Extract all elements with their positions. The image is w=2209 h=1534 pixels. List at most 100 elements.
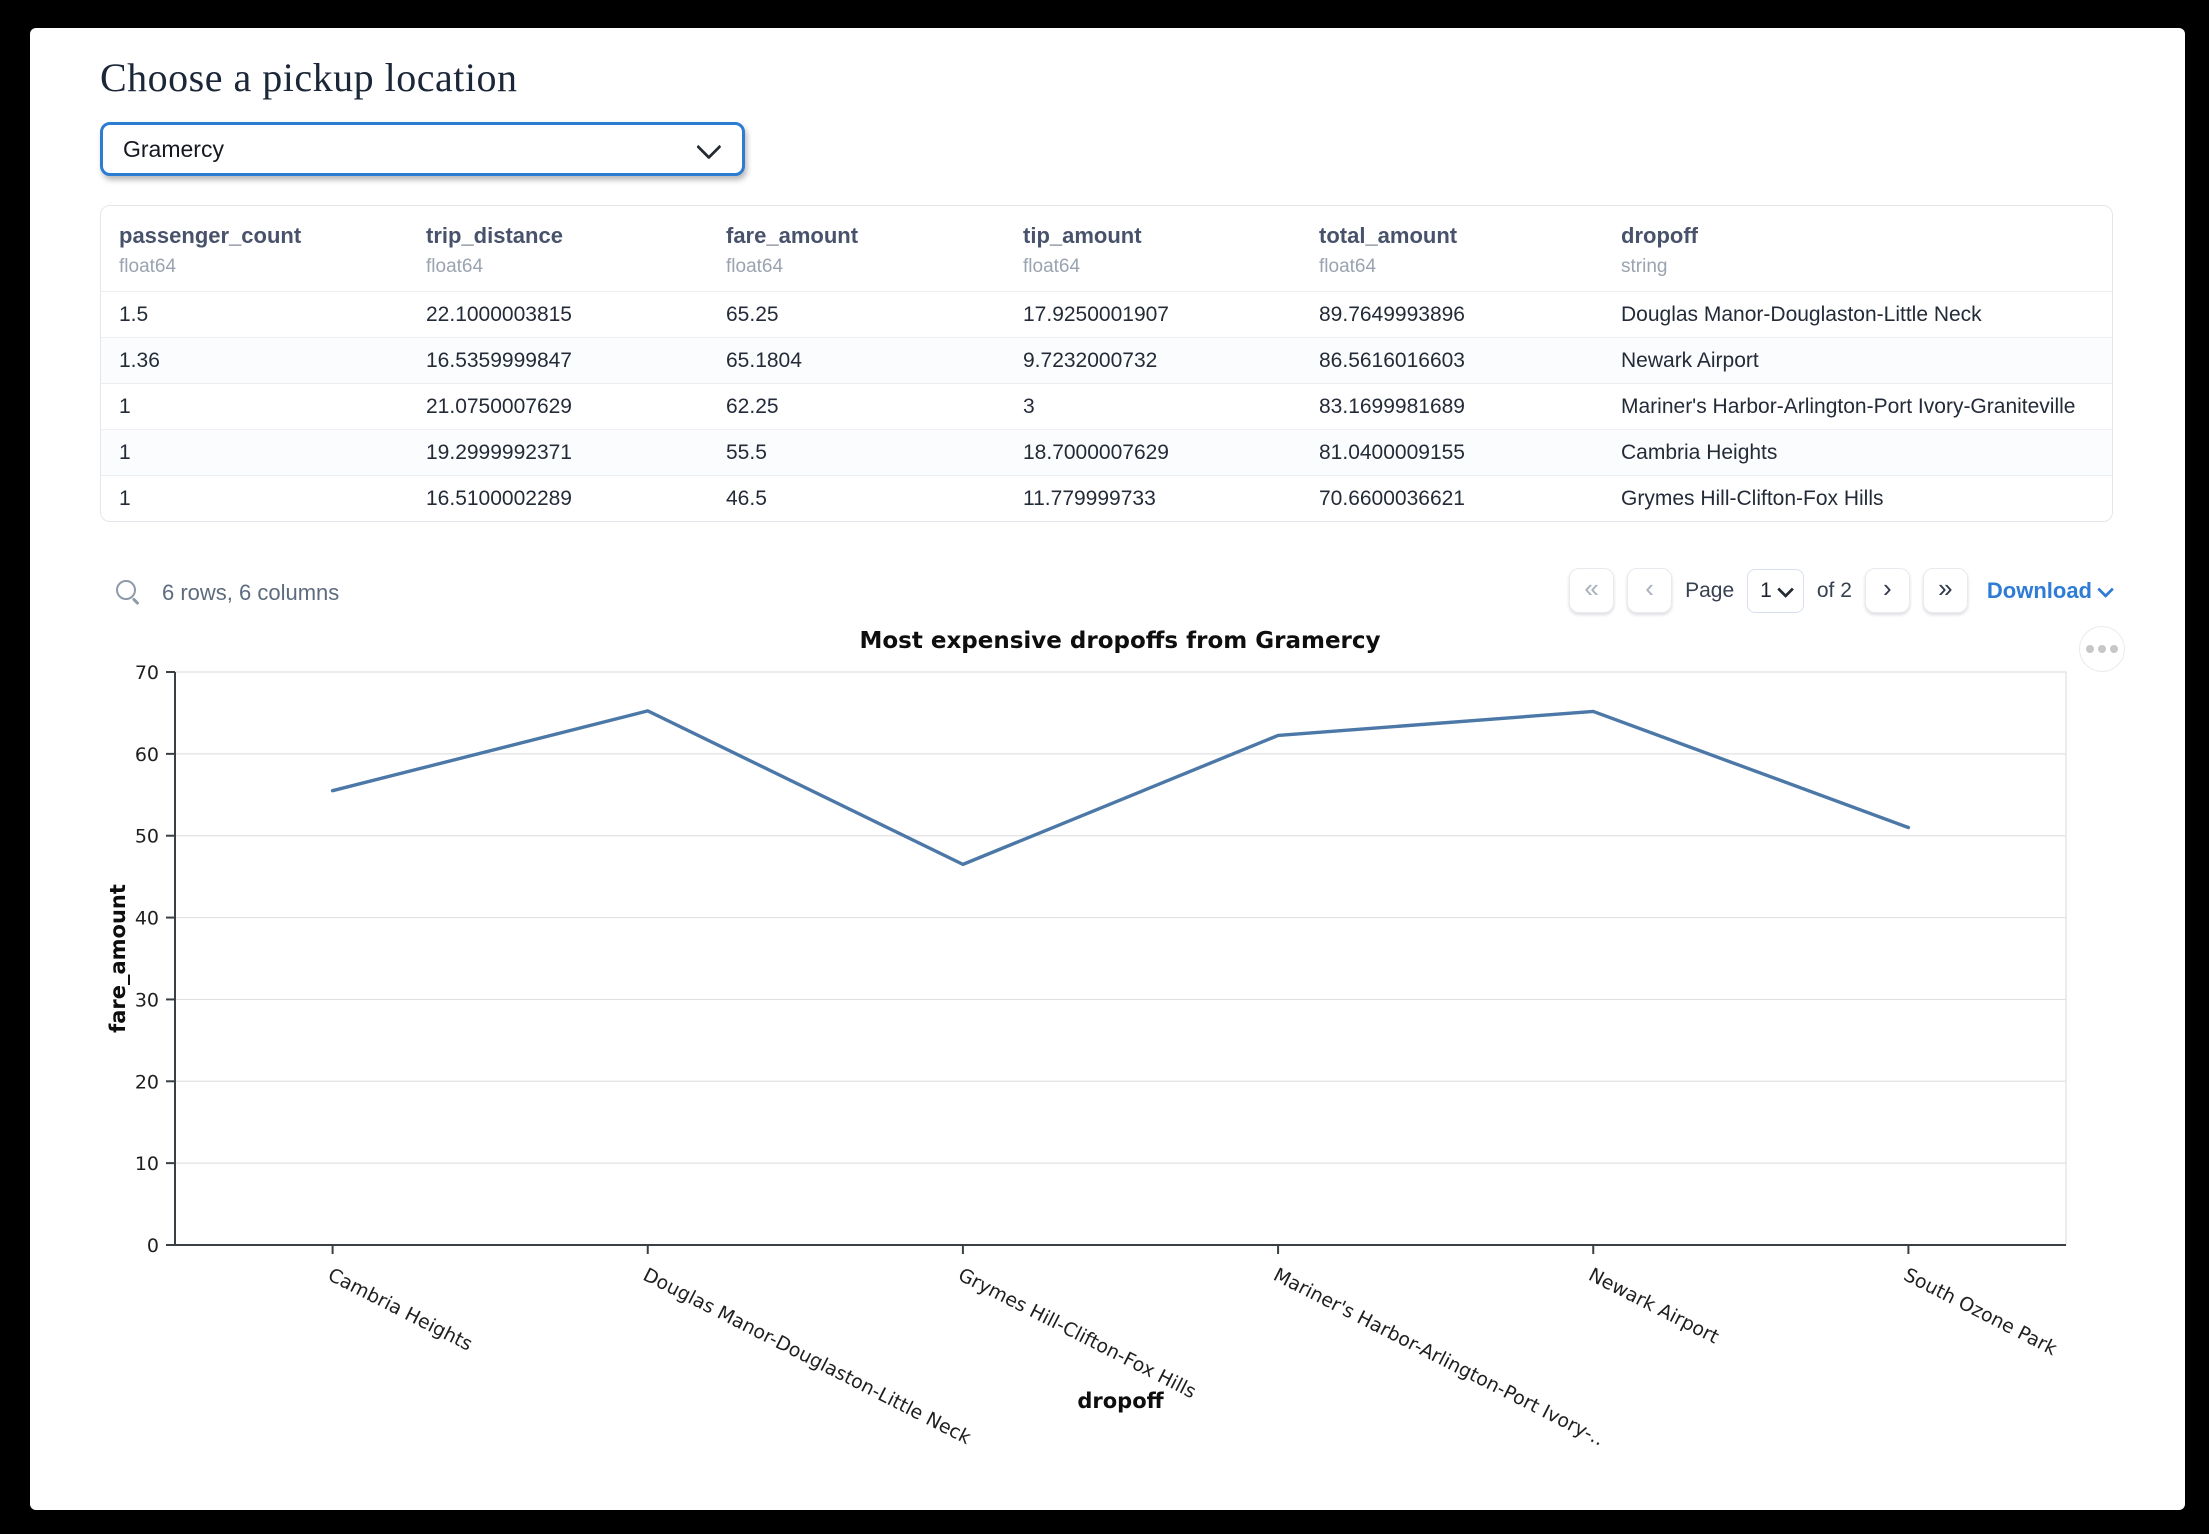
chevron-down-icon [696, 134, 722, 160]
page-number-select[interactable]: 1 [1747, 568, 1804, 613]
table-cell: 65.25 [726, 303, 779, 326]
column-header-total_amount[interactable]: total_amount float64 [1301, 206, 1603, 291]
pickup-select-value: Gramercy [123, 135, 224, 162]
table-cell: 1 [119, 441, 131, 464]
app-card: Choose a pickup location Gramercy passen… [30, 28, 2185, 1510]
table-cell: 16.5359999847 [426, 349, 572, 372]
table-summary: 6 rows, 6 columns [162, 580, 340, 605]
column-type: float64 [1023, 256, 1081, 277]
table-cell: Douglas Manor-Douglaston-Little Neck [1621, 303, 1982, 326]
dot-icon [2086, 645, 2094, 653]
download-menu[interactable]: Download [1986, 577, 2115, 604]
fare-amount-line-chart: 0 10 20 30 40 50 60 70 Cambria Heights Douglas Ma… [106, 662, 2067, 1445]
table-cell: 70.6600036621 [1319, 487, 1465, 510]
y-tick-label: 20 [135, 1071, 159, 1093]
table-row: 1 21.0750007629 62.25 3 83.1699981689 Mariner… [101, 383, 2112, 429]
table-cell: 21.0750007629 [426, 395, 572, 418]
table-cell: 17.9250001907 [1023, 303, 1169, 326]
page-count-label: of 2 [1816, 578, 1852, 602]
y-tick-label: 40 [135, 908, 159, 930]
chevron-down-icon [1776, 580, 1794, 598]
table-cell: 89.7649993896 [1319, 303, 1465, 326]
y-tick-label: 30 [135, 989, 159, 1011]
page-title: Choose a pickup location [100, 55, 518, 100]
table-cell: 3 [1023, 395, 1035, 418]
table-cell: Grymes Hill-Clifton-Fox Hills [1621, 487, 1884, 510]
column-header-trip_distance[interactable]: trip_distance float64 [408, 206, 708, 291]
table-cell: 1 [119, 395, 131, 418]
column-name: tip_amount [1023, 223, 1142, 248]
y-tick-label: 70 [135, 662, 159, 684]
column-header-fare_amount[interactable]: fare_amount float64 [708, 206, 1005, 291]
column-type: float64 [119, 256, 177, 277]
table-cell: 86.5616016603 [1319, 349, 1465, 372]
table-cell: 55.5 [726, 441, 767, 464]
table-cell: Mariner's Harbor-Arlington-Port Ivory-Gr… [1621, 395, 2076, 418]
last-page-button[interactable]: » [1922, 568, 1968, 613]
y-axis-title: fare_amount [106, 884, 130, 1033]
table-cell: 11.779999733 [1023, 487, 1156, 510]
table-cell: 1 [119, 487, 131, 510]
x-tick-label: South Ozone Park [1900, 1264, 2060, 1360]
x-tick-label: Cambria Heights [324, 1264, 476, 1356]
table-cell: 18.7000007629 [1023, 441, 1169, 464]
column-type: float64 [1319, 256, 1377, 277]
table-cell: 9.7232000732 [1023, 349, 1158, 372]
table-cell: 62.25 [726, 395, 779, 418]
table-cell: 22.1000003815 [426, 303, 572, 326]
first-page-button[interactable]: « [1569, 568, 1615, 613]
x-tick-label: Grymes Hill-Clifton-Fox Hills [955, 1264, 1200, 1403]
y-tick-label: 0 [147, 1235, 159, 1257]
table-cell: 1.5 [119, 303, 149, 326]
page-label: Page [1685, 578, 1735, 602]
column-type: string [1621, 256, 1668, 277]
table-row: 1 19.2999992371 55.5 18.7000007629 81.040000… [101, 429, 2112, 475]
table-cell: 1.36 [119, 349, 160, 372]
table-cell: 65.1804 [726, 349, 802, 372]
column-header-tip_amount[interactable]: tip_amount float64 [1005, 206, 1301, 291]
table-body: 1.5 22.1000003815 65.25 17.9250001907 89.764… [101, 291, 2112, 521]
column-header-passenger_count[interactable]: passenger_count float64 [101, 206, 408, 291]
page-number-value: 1 [1760, 578, 1772, 602]
table-cell: 81.0400009155 [1319, 441, 1465, 464]
y-tick-label: 10 [135, 1153, 159, 1175]
column-name: trip_distance [426, 223, 563, 248]
table-cell: Cambria Heights [1621, 441, 1778, 464]
column-type: float64 [426, 256, 484, 277]
x-tick-label: Newark Airport [1585, 1264, 1722, 1349]
x-tick-label: Douglas Manor-Douglaston-Little Neck [639, 1264, 974, 1445]
y-tick-label: 60 [135, 744, 159, 766]
x-tick-label: Mariner's Harbor-Arlington-Port Ivory-… [1270, 1264, 1614, 1445]
dot-icon [2098, 645, 2106, 653]
column-type: float64 [726, 256, 784, 277]
table-cell: 16.5100002289 [426, 487, 572, 510]
table-footer-left: 6 rows, 6 columns [116, 570, 339, 616]
prev-page-button[interactable]: ‹ [1627, 568, 1673, 613]
table-cell: 19.2999992371 [426, 441, 572, 464]
y-tick-label: 50 [135, 826, 159, 848]
table-row: 1.5 22.1000003815 65.25 17.9250001907 89.764… [101, 291, 2112, 337]
table-cell: Newark Airport [1621, 349, 1759, 372]
table-row: 1 16.5100002289 46.5 11.779999733 70.6600036… [101, 475, 2112, 521]
x-axis-title: dropoff [1077, 1389, 1164, 1413]
table-cell: 83.1699981689 [1319, 395, 1465, 418]
column-header-dropoff[interactable]: dropoff string [1603, 206, 2112, 291]
line-series [330, 709, 1911, 867]
table-row: 1.36 16.5359999847 65.1804 9.7232000732 86.5… [101, 337, 2112, 383]
column-name: fare_amount [726, 223, 859, 248]
chevron-down-icon [2097, 580, 2115, 598]
pickup-location-select[interactable]: Gramercy [100, 122, 745, 176]
chart-actions-menu-button[interactable] [2079, 626, 2125, 672]
dot-icon [2110, 645, 2118, 653]
chart-title: Most expensive dropoffs from Gramercy [859, 628, 1381, 654]
download-label: Download [1986, 577, 2092, 603]
column-name: total_amount [1319, 223, 1458, 248]
search-icon[interactable] [116, 580, 142, 606]
next-page-button[interactable]: › [1864, 568, 1910, 613]
column-name: dropoff [1621, 223, 1698, 248]
table-cell: 46.5 [726, 487, 767, 510]
pagination-bar: « ‹ Page 1 of 2 › » Download [1569, 568, 2115, 613]
column-name: passenger_count [119, 223, 302, 248]
